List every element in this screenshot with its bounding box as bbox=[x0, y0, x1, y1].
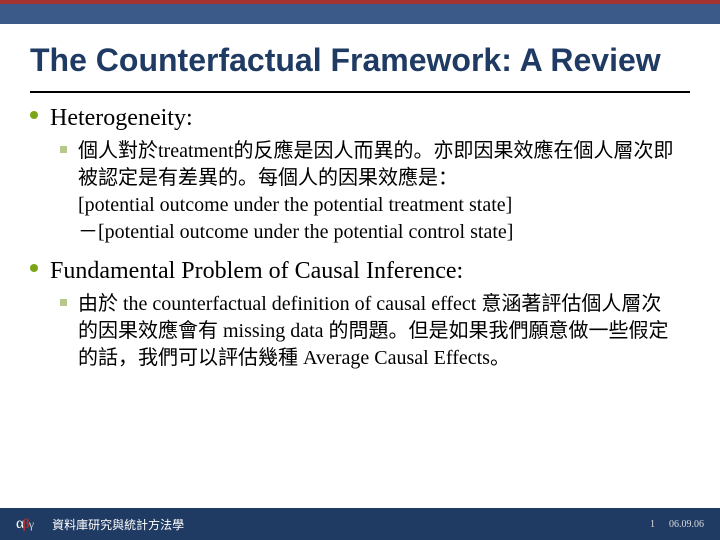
title-divider bbox=[30, 91, 690, 93]
slide-title: The Counterfactual Framework: A Review bbox=[0, 24, 720, 85]
body-2-line1: 由於 the counterfactual definition of caus… bbox=[78, 293, 669, 369]
section-fundamental-problem: Fundamental Problem of Causal Inference:… bbox=[50, 258, 680, 372]
gamma-icon: γ bbox=[29, 517, 34, 532]
bullet-dot-icon bbox=[30, 264, 38, 272]
footer: α β γ 資料庫研究與統計方法學 1 06.09.06 bbox=[0, 508, 720, 540]
footer-page: 1 bbox=[650, 519, 655, 530]
body-1-line2: [potential outcome under the potential t… bbox=[78, 192, 680, 219]
body-1-line3: －[potential outcome under the potential … bbox=[78, 219, 680, 246]
footer-date: 06.09.06 bbox=[669, 519, 704, 530]
heading-2: Fundamental Problem of Causal Inference: bbox=[50, 258, 680, 285]
heading-1-text: Heterogeneity: bbox=[50, 105, 193, 131]
content-area: Heterogeneity: 個人對於treatment的反應是因人而異的。亦即… bbox=[0, 105, 720, 372]
slide: The Counterfactual Framework: A Review H… bbox=[0, 0, 720, 540]
bullet-dot-icon bbox=[30, 111, 38, 119]
body-2: 由於 the counterfactual definition of caus… bbox=[78, 291, 680, 372]
footer-logo: α β γ bbox=[16, 515, 34, 533]
body-1-line1: 個人對於treatment的反應是因人而異的。亦即因果效應在個人層次即被認定是有… bbox=[78, 140, 674, 189]
footer-text: 資料庫研究與統計方法學 bbox=[52, 516, 650, 533]
heading-2-text: Fundamental Problem of Causal Inference: bbox=[50, 258, 463, 284]
body-1: 個人對於treatment的反應是因人而異的。亦即因果效應在個人層次即被認定是有… bbox=[78, 138, 680, 246]
section-heterogeneity: Heterogeneity: 個人對於treatment的反應是因人而異的。亦即… bbox=[50, 105, 680, 246]
bullet-square-icon bbox=[60, 146, 67, 153]
heading-1: Heterogeneity: bbox=[50, 105, 680, 132]
top-blue-band bbox=[0, 4, 720, 24]
bullet-square-icon bbox=[60, 299, 67, 306]
